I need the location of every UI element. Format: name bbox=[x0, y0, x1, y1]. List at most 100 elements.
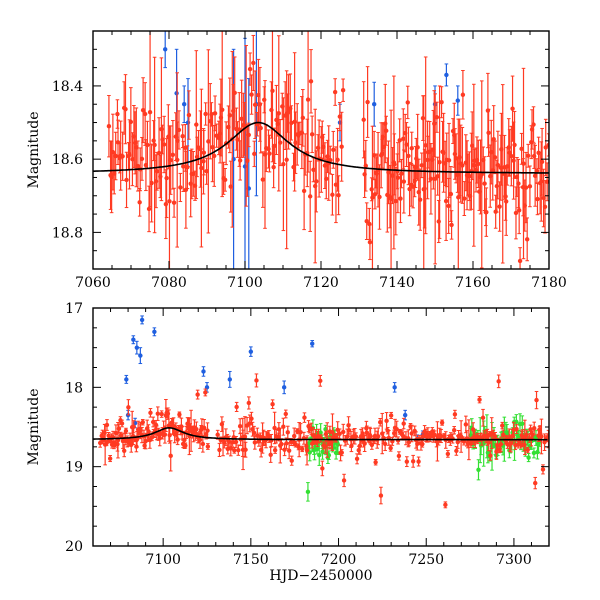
red-marker bbox=[401, 136, 406, 142]
red-point bbox=[365, 66, 370, 138]
red-marker bbox=[394, 426, 399, 432]
red-marker bbox=[367, 221, 372, 227]
red-point bbox=[449, 210, 454, 240]
red-marker bbox=[203, 390, 208, 395]
red-marker bbox=[382, 441, 388, 447]
red-marker bbox=[140, 107, 146, 113]
red-marker bbox=[246, 132, 251, 138]
red-point bbox=[396, 451, 402, 461]
red-marker bbox=[124, 177, 129, 183]
red-marker bbox=[377, 194, 382, 200]
red-marker bbox=[404, 142, 409, 147]
red-point bbox=[234, 401, 239, 413]
red-point bbox=[496, 374, 501, 389]
red-point bbox=[246, 122, 251, 148]
red-point bbox=[272, 446, 278, 454]
bottom-y-axis-label: Magnitude bbox=[26, 388, 42, 465]
blue-marker bbox=[152, 329, 157, 334]
red-marker bbox=[237, 423, 243, 429]
red-marker bbox=[300, 446, 305, 452]
red-marker bbox=[272, 143, 277, 148]
red-marker bbox=[415, 441, 420, 447]
red-marker bbox=[340, 88, 346, 93]
green-marker bbox=[476, 467, 481, 472]
red-point bbox=[177, 411, 182, 418]
red-point bbox=[388, 411, 394, 419]
red-point bbox=[126, 399, 131, 416]
red-marker bbox=[164, 175, 169, 181]
red-marker bbox=[168, 453, 173, 459]
red-point bbox=[210, 112, 215, 183]
red-point bbox=[340, 78, 346, 102]
red-marker bbox=[232, 90, 237, 96]
red-point bbox=[339, 111, 344, 182]
red-marker bbox=[228, 446, 233, 451]
red-point bbox=[174, 72, 180, 248]
red-point bbox=[420, 440, 425, 448]
red-marker bbox=[364, 430, 370, 435]
red-marker bbox=[201, 150, 207, 155]
red-point bbox=[480, 408, 486, 427]
red-marker bbox=[523, 185, 529, 190]
red-marker bbox=[341, 478, 347, 483]
red-point bbox=[484, 187, 489, 237]
red-marker bbox=[308, 79, 314, 84]
red-point bbox=[307, 160, 313, 232]
red-marker bbox=[417, 197, 423, 202]
red-marker bbox=[328, 157, 333, 163]
red-marker bbox=[516, 208, 522, 213]
red-marker bbox=[528, 427, 533, 432]
red-point bbox=[423, 56, 428, 235]
red-point bbox=[284, 70, 289, 250]
red-point bbox=[155, 406, 161, 421]
red-marker bbox=[524, 432, 529, 438]
red-point bbox=[249, 74, 254, 115]
red-marker bbox=[254, 378, 259, 383]
red-point bbox=[521, 67, 526, 260]
red-point bbox=[439, 86, 444, 119]
red-marker bbox=[524, 237, 530, 242]
red-point bbox=[516, 158, 521, 209]
x-tick-label: 7300 bbox=[496, 552, 532, 568]
red-marker bbox=[291, 433, 297, 439]
red-point bbox=[445, 450, 451, 458]
red-point bbox=[300, 89, 306, 147]
red-marker bbox=[460, 163, 465, 168]
red-point bbox=[148, 408, 153, 418]
red-marker bbox=[181, 164, 186, 169]
red-marker bbox=[401, 421, 406, 426]
red-marker bbox=[284, 441, 289, 446]
blue-point bbox=[204, 382, 210, 393]
red-marker bbox=[463, 422, 469, 427]
red-marker bbox=[118, 433, 124, 438]
blue-marker bbox=[131, 337, 136, 342]
red-point bbox=[178, 172, 183, 203]
red-point bbox=[437, 85, 442, 239]
red-marker bbox=[454, 448, 459, 454]
red-point bbox=[395, 436, 401, 445]
red-marker bbox=[471, 163, 477, 168]
red-marker bbox=[175, 437, 180, 442]
red-marker bbox=[435, 173, 440, 179]
red-point bbox=[336, 175, 341, 216]
red-marker bbox=[362, 441, 367, 446]
red-point bbox=[518, 441, 523, 449]
blue-point bbox=[139, 315, 145, 325]
blue-point bbox=[124, 374, 129, 384]
x-tick-label: 7200 bbox=[321, 552, 357, 568]
green-point bbox=[476, 459, 481, 481]
blue-point bbox=[131, 335, 136, 345]
red-point bbox=[243, 441, 248, 458]
red-marker bbox=[416, 459, 421, 464]
red-marker bbox=[300, 115, 306, 121]
red-point bbox=[276, 35, 282, 192]
red-marker bbox=[154, 169, 160, 174]
red-point bbox=[372, 427, 378, 445]
red-marker bbox=[534, 397, 539, 403]
red-point bbox=[367, 207, 372, 240]
red-marker bbox=[197, 437, 203, 443]
red-marker bbox=[302, 415, 307, 420]
red-point bbox=[332, 78, 338, 106]
red-point bbox=[268, 446, 273, 463]
green-point bbox=[531, 447, 537, 459]
